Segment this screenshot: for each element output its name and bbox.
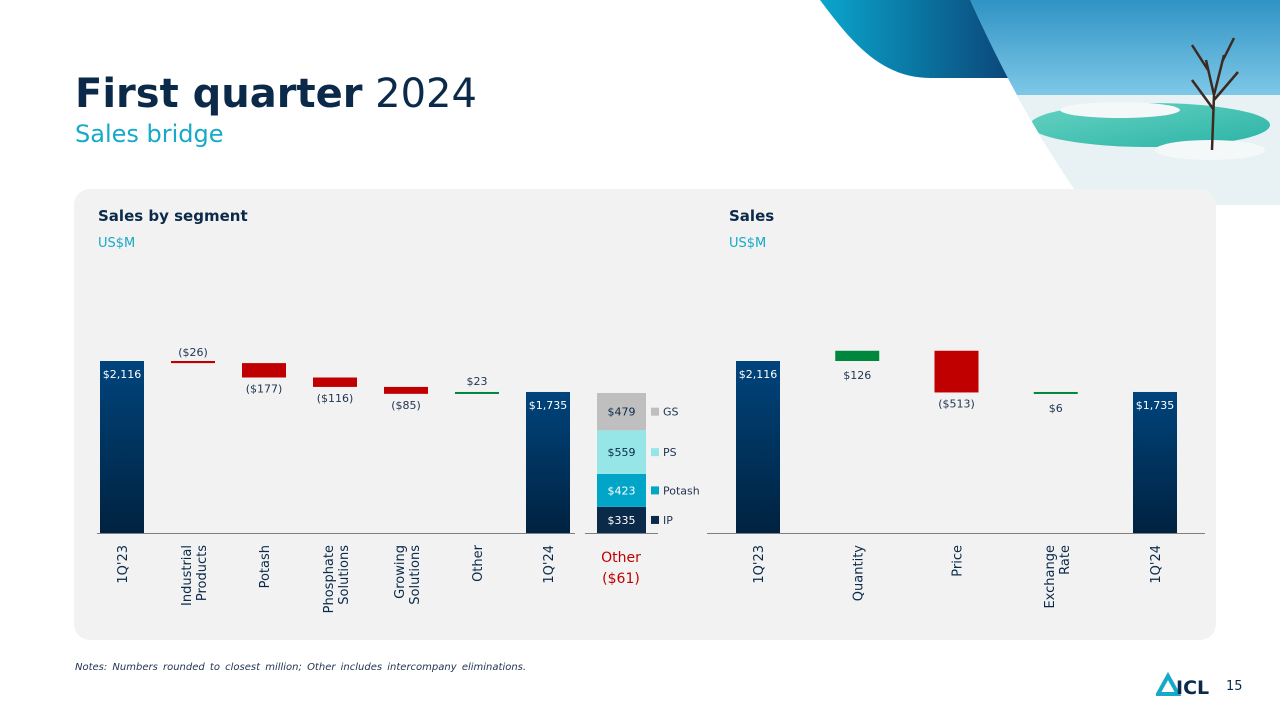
other-breakdown-total: ($61) bbox=[602, 571, 640, 587]
chart0-1q-24-category-label: 1Q'24 bbox=[542, 545, 557, 584]
other-breakdown-ip-value-label: $335 bbox=[608, 514, 636, 527]
legend-ps-swatch bbox=[651, 448, 659, 457]
chart1-price-category-label: Price bbox=[951, 545, 966, 577]
other-breakdown-ps-value-label: $559 bbox=[608, 446, 636, 459]
chart0-phosphate-solutions-category-label: PhosphateSolutions bbox=[322, 545, 352, 614]
chart0-growing-solutions-value-label: ($85) bbox=[391, 399, 421, 412]
chart0-1q-23-category-label: 1Q'23 bbox=[116, 545, 131, 584]
chart0-potash-category-label: Potash bbox=[258, 545, 273, 588]
chart1-exchange-rate-value-label: $6 bbox=[1049, 402, 1063, 415]
chart1-quantity-category-label: Quantity bbox=[851, 545, 866, 601]
chart0-other-bar bbox=[455, 391, 499, 394]
left-chart-title: Sales by segment bbox=[98, 207, 248, 225]
chart0-industrial-products-bar bbox=[171, 361, 215, 364]
icl-logo-mark bbox=[1156, 672, 1182, 696]
chart0-potash-bar bbox=[242, 363, 286, 378]
chart0-potash-value-label: ($177) bbox=[246, 383, 283, 396]
chart1-1q-23-bar bbox=[736, 361, 780, 533]
chart0-industrial-products-value-label: ($26) bbox=[178, 346, 208, 359]
page-title-year: 2024 bbox=[362, 71, 477, 117]
chart0-industrial-products-category-label: IndustrialProducts bbox=[180, 545, 210, 606]
legend-ip-label: IP bbox=[663, 514, 673, 527]
chart1-1q-24-category-label: 1Q'24 bbox=[1149, 545, 1164, 584]
legend-gs-swatch bbox=[651, 407, 659, 416]
chart1-1q-24-bar bbox=[1133, 391, 1177, 533]
chart0-other-category-label: Other bbox=[471, 544, 486, 582]
chart0-growing-solutions-category-label: GrowingSolutions bbox=[393, 545, 423, 605]
other-breakdown-gs-value-label: $479 bbox=[608, 406, 636, 419]
chart1-exchange-rate-bar bbox=[1033, 391, 1078, 394]
chart1-quantity-bar bbox=[835, 350, 880, 361]
other-breakdown-gs-segment bbox=[597, 393, 646, 431]
chart0-1q-23-bar bbox=[100, 361, 144, 533]
right-chart-unit: US$M bbox=[729, 236, 766, 251]
right-chart-title: Sales bbox=[729, 207, 774, 225]
legend-ip-swatch bbox=[651, 515, 659, 524]
chart1-1q-24-value-label: $1,735 bbox=[1136, 399, 1175, 412]
page-title: First quarter 2024 bbox=[75, 70, 477, 118]
legend-gs-label: GS bbox=[663, 406, 679, 419]
chart0-1q-23-value-label: $2,116 bbox=[103, 368, 142, 381]
title-block: First quarter 2024 Sales bridge bbox=[75, 70, 477, 148]
chart0-growing-solutions-bar bbox=[384, 386, 428, 394]
chart0-1q-24-bar bbox=[526, 391, 570, 533]
icl-logo-text: ICL bbox=[1176, 677, 1209, 698]
chart1-quantity-value-label: $126 bbox=[843, 369, 871, 382]
chart0-1q-24-value-label: $1,735 bbox=[529, 399, 568, 412]
legend-potash-swatch bbox=[651, 486, 659, 495]
other-breakdown-ip-segment bbox=[597, 506, 646, 533]
legend-potash-label: Potash bbox=[663, 484, 700, 497]
legend-ps-label: PS bbox=[663, 446, 677, 459]
icl-logo: ICL bbox=[1156, 672, 1209, 698]
chart1-price-value-label: ($513) bbox=[938, 397, 975, 410]
page-number: 15 bbox=[1226, 679, 1243, 694]
other-breakdown-title: Other bbox=[601, 550, 641, 566]
page-title-bold: First quarter bbox=[75, 71, 363, 117]
chart1-1q-23-value-label: $2,116 bbox=[739, 368, 778, 381]
chart1-1q-23-category-label: 1Q'23 bbox=[752, 545, 767, 584]
left-chart-unit: US$M bbox=[98, 236, 135, 251]
chart0-phosphate-solutions-bar bbox=[313, 377, 357, 387]
other-breakdown-potash-value-label: $423 bbox=[608, 484, 636, 497]
chart0-other-value-label: $23 bbox=[467, 375, 488, 388]
other-breakdown-ps-segment bbox=[597, 430, 646, 474]
chart1-exchange-rate-category-label: ExchangeRate bbox=[1043, 545, 1073, 609]
footnote: Notes: Numbers rounded to closest millio… bbox=[75, 662, 527, 673]
other-breakdown-potash-segment bbox=[597, 473, 646, 507]
chart1-price-bar bbox=[934, 350, 979, 393]
page-subtitle: Sales bridge bbox=[75, 120, 224, 148]
chart0-phosphate-solutions-value-label: ($116) bbox=[317, 392, 354, 405]
dead-sea-hero-image bbox=[820, 0, 1280, 205]
